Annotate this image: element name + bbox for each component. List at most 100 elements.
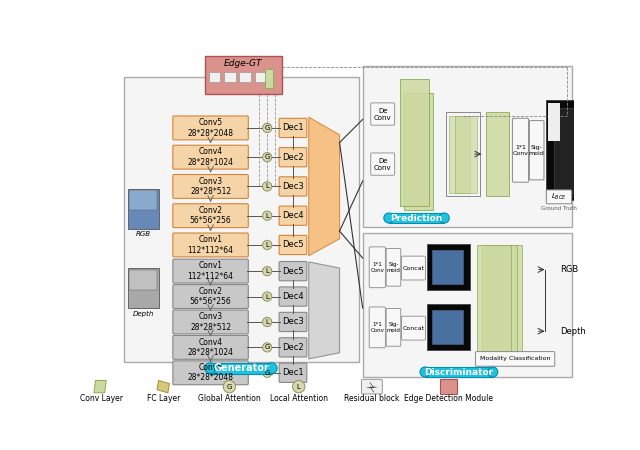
Circle shape	[262, 240, 272, 250]
Text: L: L	[297, 384, 301, 390]
Text: Conv4
28*28*1024: Conv4 28*28*1024	[188, 148, 234, 167]
Text: Conv3
28*28*512: Conv3 28*28*512	[190, 312, 231, 332]
Text: Dec4: Dec4	[282, 292, 304, 301]
FancyBboxPatch shape	[513, 118, 529, 182]
Bar	[432, 250, 463, 284]
Bar	[428, 244, 470, 290]
Circle shape	[262, 343, 272, 352]
FancyBboxPatch shape	[279, 148, 307, 167]
Text: L: L	[265, 319, 269, 325]
Text: Dec5: Dec5	[282, 240, 304, 249]
Text: L: L	[265, 293, 269, 300]
Bar	[554, 108, 580, 193]
Text: $L_{BCE}$: $L_{BCE}$	[551, 191, 567, 202]
Text: Dec5: Dec5	[282, 267, 304, 276]
Bar	[546, 100, 579, 200]
FancyBboxPatch shape	[362, 379, 382, 394]
Text: Dec2: Dec2	[282, 153, 304, 162]
Text: Modality Classification: Modality Classification	[480, 356, 550, 361]
Text: Concat: Concat	[403, 326, 424, 331]
Circle shape	[262, 292, 272, 301]
FancyBboxPatch shape	[401, 256, 426, 280]
Text: Conv1
112*112*64: Conv1 112*112*64	[188, 261, 234, 281]
Text: Dec3: Dec3	[282, 182, 304, 191]
FancyBboxPatch shape	[279, 261, 307, 281]
Text: 1*1
Conv: 1*1 Conv	[371, 262, 384, 273]
FancyBboxPatch shape	[401, 316, 426, 340]
Polygon shape	[94, 381, 106, 393]
Bar	[129, 190, 157, 210]
Text: Edge-GT: Edge-GT	[224, 59, 262, 68]
Text: L: L	[265, 268, 269, 274]
FancyBboxPatch shape	[369, 247, 385, 288]
Bar	[128, 189, 159, 229]
Text: De
Conv: De Conv	[374, 108, 392, 121]
Bar	[205, 55, 282, 94]
Text: Conv5
28*28*2048: Conv5 28*28*2048	[188, 363, 234, 382]
Bar	[129, 270, 157, 290]
Text: G: G	[264, 344, 270, 351]
Circle shape	[488, 367, 498, 377]
Text: Sig-
moid: Sig- moid	[529, 145, 545, 156]
Circle shape	[384, 213, 394, 223]
FancyBboxPatch shape	[279, 312, 307, 332]
Text: G: G	[264, 125, 270, 131]
FancyBboxPatch shape	[279, 235, 307, 255]
Text: Global Attention: Global Attention	[198, 395, 261, 404]
Bar	[210, 363, 272, 374]
FancyBboxPatch shape	[529, 121, 544, 180]
Bar	[425, 367, 493, 377]
Text: Generator: Generator	[213, 363, 269, 373]
Text: Ground Truth: Ground Truth	[541, 206, 577, 211]
Bar	[548, 103, 560, 141]
FancyBboxPatch shape	[173, 259, 248, 283]
Bar	[124, 77, 359, 362]
Circle shape	[262, 211, 272, 220]
Text: 1*1
Conv: 1*1 Conv	[513, 145, 529, 156]
Bar	[239, 72, 251, 82]
Text: Conv4
28*28*1024: Conv4 28*28*1024	[188, 338, 234, 357]
Polygon shape	[308, 117, 340, 256]
Circle shape	[292, 381, 305, 393]
Text: Conv3
28*28*512: Conv3 28*28*512	[190, 177, 231, 196]
Text: RGB: RGB	[560, 265, 578, 274]
Bar	[432, 310, 463, 344]
FancyBboxPatch shape	[279, 177, 307, 196]
Bar	[209, 72, 220, 82]
Bar	[128, 268, 159, 308]
Bar	[477, 245, 511, 353]
Text: Conv1
112*112*64: Conv1 112*112*64	[188, 235, 234, 255]
FancyBboxPatch shape	[279, 338, 307, 357]
FancyBboxPatch shape	[476, 351, 555, 366]
Circle shape	[262, 317, 272, 327]
Bar	[363, 233, 572, 378]
Text: Conv Layer: Conv Layer	[80, 395, 123, 404]
Text: Prediction: Prediction	[390, 213, 443, 222]
Text: Dec4: Dec4	[282, 211, 304, 220]
Text: Concat: Concat	[403, 266, 424, 270]
Text: G: G	[264, 370, 270, 376]
Text: G: G	[264, 154, 270, 160]
Circle shape	[266, 363, 277, 374]
FancyBboxPatch shape	[173, 310, 248, 334]
Text: Conv2
56*56*256: Conv2 56*56*256	[189, 206, 232, 225]
Text: Conv2
56*56*256: Conv2 56*56*256	[189, 287, 232, 306]
Text: FC Layer: FC Layer	[147, 395, 180, 404]
Text: RGB: RGB	[136, 231, 150, 237]
Text: Residual block: Residual block	[344, 395, 399, 404]
Bar	[486, 112, 509, 197]
FancyBboxPatch shape	[547, 190, 572, 204]
Text: 1*1
Conv: 1*1 Conv	[371, 322, 384, 333]
Bar	[449, 116, 470, 193]
Bar	[488, 245, 522, 353]
Circle shape	[262, 153, 272, 162]
Bar	[363, 66, 572, 227]
FancyBboxPatch shape	[371, 103, 395, 125]
Circle shape	[262, 368, 272, 378]
Bar	[440, 379, 456, 394]
Bar	[455, 116, 477, 193]
Bar	[399, 79, 429, 206]
FancyBboxPatch shape	[173, 233, 248, 257]
Circle shape	[262, 266, 272, 276]
Text: Sig-
moid: Sig- moid	[387, 322, 401, 333]
